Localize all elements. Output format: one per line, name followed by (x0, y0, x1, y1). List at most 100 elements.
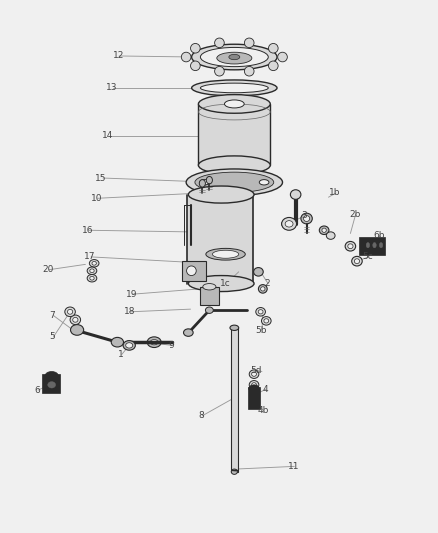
Bar (248, 387, 260, 409)
Text: 6b: 6b (373, 231, 385, 240)
Ellipse shape (352, 256, 362, 266)
Ellipse shape (282, 217, 297, 230)
Ellipse shape (230, 325, 239, 330)
Bar (42, 374, 60, 393)
Ellipse shape (187, 266, 196, 276)
Ellipse shape (73, 317, 78, 322)
Ellipse shape (111, 337, 124, 347)
Text: 15: 15 (95, 174, 106, 182)
Text: 5b: 5b (255, 326, 266, 335)
Ellipse shape (212, 250, 239, 258)
Text: 5c: 5c (363, 253, 373, 261)
Text: 16: 16 (82, 226, 93, 235)
Ellipse shape (215, 38, 224, 47)
Ellipse shape (192, 80, 277, 96)
Ellipse shape (231, 469, 237, 474)
Ellipse shape (217, 52, 252, 64)
Ellipse shape (268, 61, 278, 70)
Bar (187, 195, 253, 284)
Ellipse shape (278, 52, 287, 62)
Ellipse shape (48, 382, 56, 388)
Ellipse shape (45, 372, 58, 380)
Ellipse shape (186, 169, 283, 196)
Text: 1b: 1b (329, 189, 341, 197)
Text: 7: 7 (49, 311, 56, 320)
Ellipse shape (229, 54, 240, 60)
Ellipse shape (199, 180, 205, 187)
Ellipse shape (244, 67, 254, 76)
Ellipse shape (258, 285, 267, 293)
Ellipse shape (181, 52, 191, 62)
Ellipse shape (87, 267, 97, 274)
Ellipse shape (188, 186, 254, 203)
Ellipse shape (201, 47, 268, 67)
Ellipse shape (188, 276, 254, 292)
Ellipse shape (251, 383, 257, 387)
Text: 19: 19 (126, 290, 137, 298)
Text: 1c: 1c (220, 279, 231, 288)
Ellipse shape (268, 44, 278, 53)
Ellipse shape (203, 284, 216, 290)
Ellipse shape (379, 243, 383, 248)
Ellipse shape (244, 38, 254, 47)
Ellipse shape (290, 190, 301, 199)
Ellipse shape (215, 67, 224, 76)
Ellipse shape (345, 241, 356, 251)
Ellipse shape (90, 269, 94, 273)
Ellipse shape (198, 156, 270, 175)
Ellipse shape (195, 172, 274, 192)
Ellipse shape (254, 268, 263, 276)
Text: 5: 5 (49, 333, 56, 341)
Ellipse shape (191, 61, 200, 70)
Ellipse shape (259, 180, 269, 185)
Text: 11: 11 (288, 462, 299, 471)
Ellipse shape (249, 381, 259, 389)
Text: 9: 9 (168, 341, 174, 350)
Text: 20: 20 (42, 265, 54, 274)
Ellipse shape (150, 340, 158, 345)
Ellipse shape (285, 221, 293, 227)
Text: 2b: 2b (349, 210, 360, 219)
Ellipse shape (251, 372, 257, 376)
Ellipse shape (184, 329, 193, 336)
Ellipse shape (354, 259, 360, 264)
Bar (231, 328, 238, 472)
Ellipse shape (89, 260, 99, 267)
Ellipse shape (258, 310, 263, 314)
Ellipse shape (198, 95, 270, 114)
Ellipse shape (90, 276, 94, 280)
Ellipse shape (200, 180, 209, 185)
Text: 4: 4 (262, 385, 268, 393)
Ellipse shape (249, 370, 259, 378)
Text: 14: 14 (102, 132, 113, 140)
Text: 5d: 5d (251, 366, 262, 375)
Text: 3: 3 (301, 212, 307, 220)
Ellipse shape (348, 244, 353, 248)
Ellipse shape (261, 317, 271, 325)
Bar (198, 104, 270, 165)
Ellipse shape (326, 232, 335, 239)
Ellipse shape (366, 243, 370, 248)
Ellipse shape (67, 309, 73, 314)
Ellipse shape (249, 385, 259, 392)
Ellipse shape (205, 307, 213, 313)
Text: 13: 13 (106, 84, 117, 92)
Ellipse shape (322, 228, 326, 232)
Ellipse shape (225, 100, 244, 108)
Text: 8: 8 (198, 411, 205, 420)
Ellipse shape (191, 44, 200, 53)
Text: 12: 12 (113, 52, 124, 60)
Ellipse shape (206, 176, 212, 184)
Bar (182, 261, 206, 281)
Ellipse shape (264, 319, 268, 323)
Bar (200, 287, 219, 305)
Bar (359, 237, 385, 255)
Ellipse shape (192, 44, 277, 70)
Ellipse shape (261, 287, 265, 291)
Ellipse shape (319, 226, 329, 235)
Text: 17: 17 (84, 253, 95, 261)
Ellipse shape (71, 325, 84, 335)
Ellipse shape (87, 274, 97, 282)
Ellipse shape (92, 262, 96, 265)
Ellipse shape (301, 213, 312, 224)
